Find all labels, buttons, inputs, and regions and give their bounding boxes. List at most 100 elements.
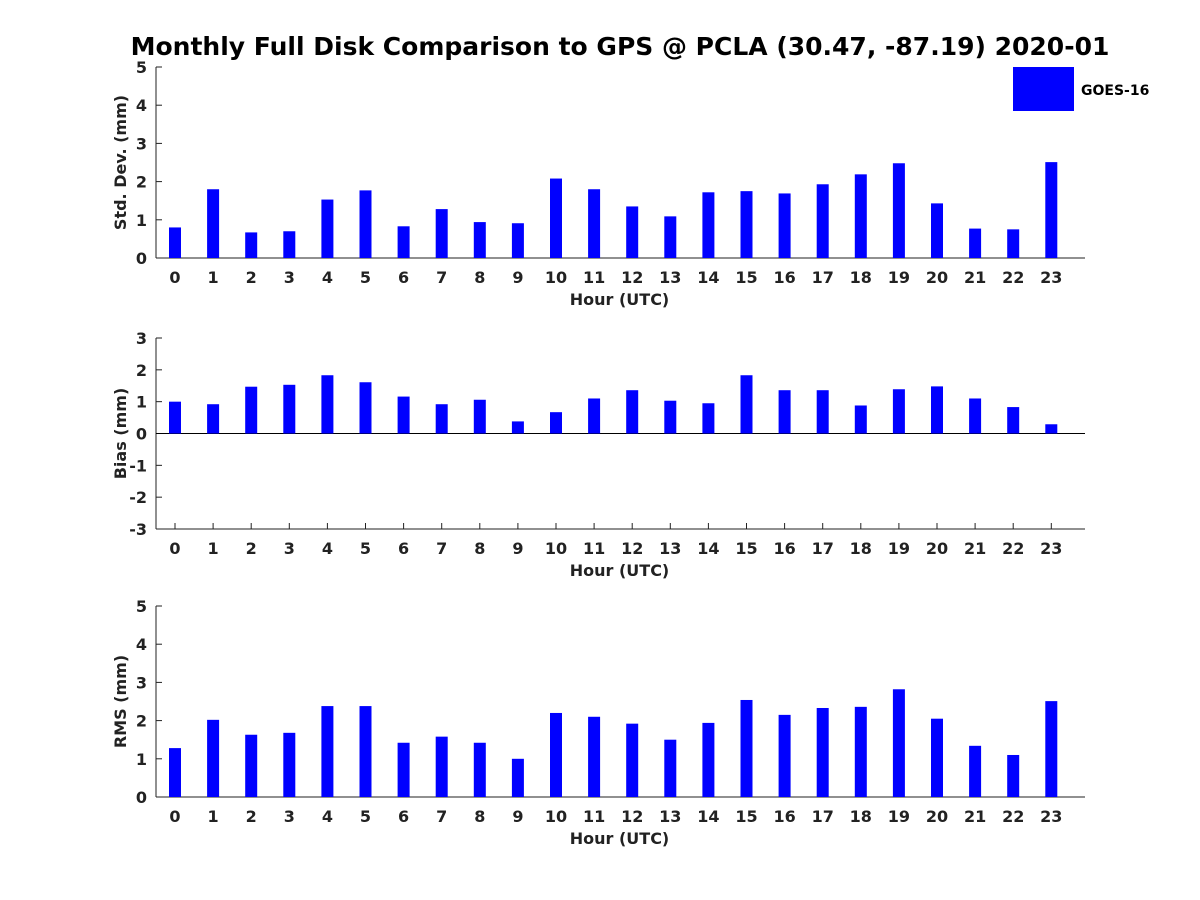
y-tick-label: 5 (136, 58, 147, 77)
bar (1045, 424, 1058, 434)
x-tick-label: 15 (735, 807, 757, 826)
bar (892, 163, 905, 258)
bar (511, 223, 524, 258)
legend-label: GOES-16 (1081, 83, 1149, 99)
x-tick-label: 9 (512, 268, 523, 287)
bar (169, 748, 181, 797)
y-tick-label: 3 (136, 329, 147, 348)
y-tick-label: 0 (136, 425, 147, 444)
bar (283, 732, 296, 797)
bar (892, 389, 905, 434)
x-tick-label: 13 (659, 268, 681, 287)
y-tick-label: 1 (136, 211, 147, 230)
bar (702, 403, 715, 434)
bar (854, 706, 867, 797)
bar (1007, 754, 1020, 797)
bar (778, 714, 791, 797)
bar (435, 209, 448, 258)
legend-swatch (1013, 67, 1074, 111)
x-tick-label: 22 (1002, 268, 1024, 287)
x-tick-label: 10 (545, 539, 567, 558)
x-tick-label: 14 (697, 807, 719, 826)
bar (931, 718, 943, 797)
bar (816, 184, 829, 258)
bar (664, 216, 677, 258)
bar (473, 222, 486, 258)
x-tick-label: 4 (322, 807, 333, 826)
x-tick-label: 1 (208, 807, 219, 826)
bar (931, 203, 943, 258)
bar (359, 382, 372, 434)
bar (245, 232, 258, 258)
y-tick-label: -2 (129, 488, 147, 507)
bar (245, 734, 258, 797)
y-tick-label: 0 (136, 249, 147, 268)
bar (664, 739, 677, 797)
x-tick-label: 8 (474, 807, 485, 826)
x-tick-label: 20 (926, 807, 948, 826)
bar (664, 400, 677, 434)
bar (550, 412, 562, 434)
x-tick-label: 18 (850, 539, 872, 558)
x-tick-label: 1 (208, 539, 219, 558)
y-tick-label: 1 (136, 393, 147, 412)
bar (931, 386, 943, 434)
x-tick-label: 3 (284, 807, 295, 826)
bar (283, 384, 296, 434)
x-tick-label: 22 (1002, 807, 1024, 826)
bar (550, 178, 562, 258)
y-tick-label: -3 (129, 520, 147, 539)
y-tick-label: 5 (136, 597, 147, 616)
bar (740, 191, 753, 258)
y-tick-label: 3 (136, 134, 147, 153)
y-tick-label: 0 (136, 788, 147, 807)
bar (397, 226, 410, 258)
y-tick-label: 4 (136, 96, 147, 115)
x-tick-label: 3 (284, 539, 295, 558)
x-tick-label: 12 (621, 268, 643, 287)
bar (969, 228, 982, 258)
x-tick-label: 9 (512, 539, 523, 558)
x-tick-label: 7 (436, 268, 447, 287)
x-tick-label: 13 (659, 807, 681, 826)
bar (1007, 229, 1020, 258)
bar (1045, 701, 1058, 797)
bar (816, 707, 829, 797)
x-axis-label: Hour (UTC) (570, 561, 670, 580)
legend: GOES-16 (1013, 67, 1149, 111)
bar (321, 375, 334, 434)
x-tick-label: 23 (1040, 539, 1062, 558)
x-tick-label: 11 (583, 268, 605, 287)
bar (473, 742, 486, 797)
x-tick-label: 6 (398, 539, 409, 558)
bar (207, 189, 220, 258)
x-tick-label: 19 (888, 268, 910, 287)
x-tick-label: 15 (735, 539, 757, 558)
x-tick-label: 9 (512, 807, 523, 826)
x-tick-label: 8 (474, 268, 485, 287)
x-tick-label: 4 (322, 539, 333, 558)
bar (397, 396, 410, 434)
x-tick-label: 21 (964, 539, 986, 558)
x-tick-label: 4 (322, 268, 333, 287)
y-axis-label: Bias (mm) (111, 388, 130, 480)
bar (969, 398, 982, 434)
x-tick-label: 17 (812, 268, 834, 287)
x-tick-label: 23 (1040, 268, 1062, 287)
x-tick-label: 14 (697, 539, 719, 558)
bar (1045, 162, 1058, 258)
x-tick-label: 20 (926, 539, 948, 558)
bar (702, 192, 715, 258)
y-tick-label: 2 (136, 173, 147, 192)
bar (854, 174, 867, 258)
x-tick-label: 21 (964, 268, 986, 287)
x-tick-label: 16 (773, 268, 795, 287)
x-tick-label: 6 (398, 807, 409, 826)
bar (1007, 407, 1020, 434)
bar (321, 706, 334, 797)
y-tick-label: 1 (136, 750, 147, 769)
bar (169, 401, 181, 434)
bar (397, 742, 410, 797)
